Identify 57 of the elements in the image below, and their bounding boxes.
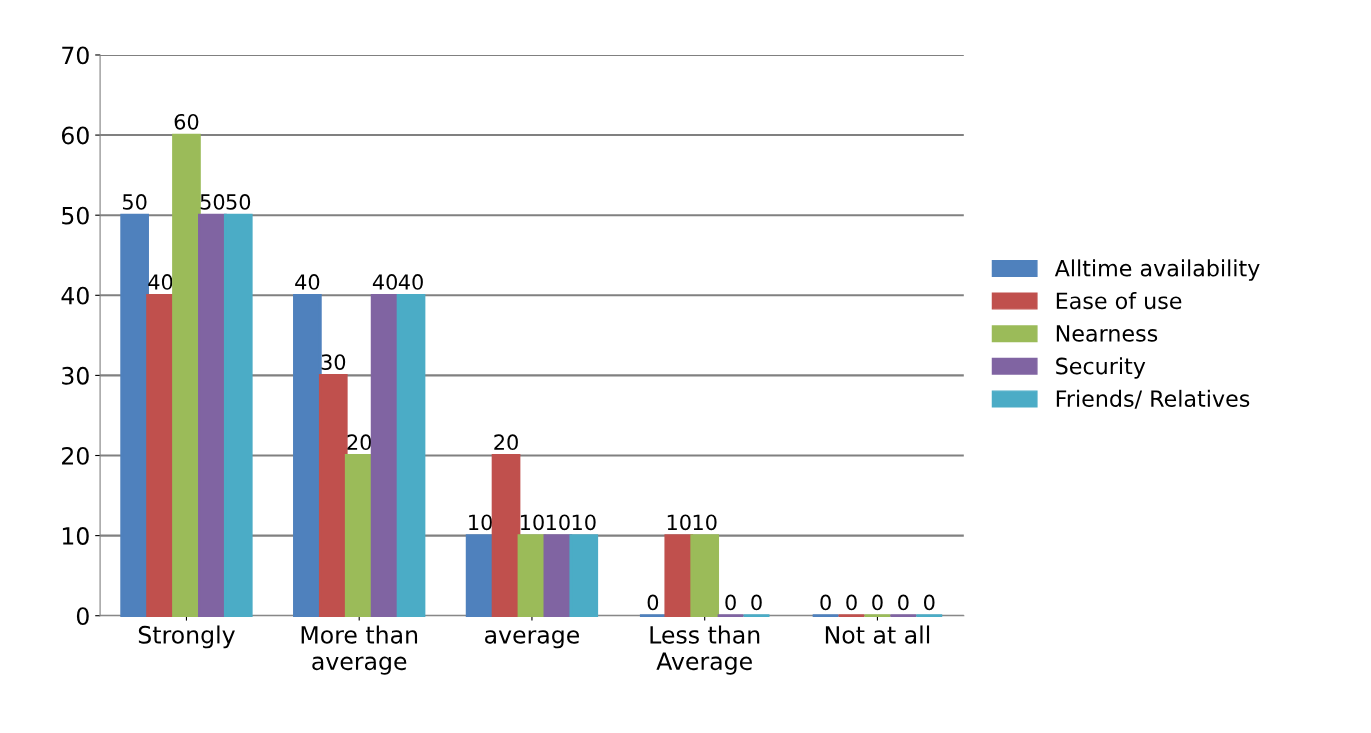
bar: [690, 534, 720, 618]
data-label: 30: [321, 354, 346, 370]
x-tick-label: Less than Average: [650, 625, 760, 675]
data-label: 0: [751, 594, 762, 611]
x-tick-label: Strongly: [138, 625, 235, 649]
y-tick-label: 20: [62, 446, 89, 465]
data-label: 0: [647, 594, 659, 611]
data-label: 0: [872, 594, 883, 611]
legend-label: Security: [1056, 357, 1146, 379]
data-label: 10: [667, 514, 691, 531]
y-tick-label: 0: [76, 607, 89, 626]
legend-label: Friends/ Relatives: [1056, 389, 1250, 409]
data-label: 10: [546, 514, 570, 531]
data-label: 40: [295, 274, 320, 290]
x-tick-label: Not at all: [825, 625, 930, 644]
data-label: 10: [572, 514, 596, 531]
data-label: 10: [693, 514, 717, 531]
y-tick-label: 30: [62, 366, 89, 385]
data-label: 0: [924, 594, 935, 611]
bar: [172, 133, 201, 618]
y-tick-label: 40: [61, 286, 89, 305]
bar: [344, 454, 374, 618]
data-label: 40: [398, 274, 423, 290]
data-label: 40: [372, 274, 397, 290]
data-label: 0: [725, 594, 736, 611]
data-label: 50: [122, 194, 147, 210]
bar: [318, 374, 348, 618]
data-label: 60: [174, 113, 199, 130]
bar: [370, 293, 400, 618]
bar: [223, 213, 253, 618]
data-label: 10: [469, 514, 492, 531]
y-tick-label: 10: [62, 527, 89, 545]
x-tick-label: More than average: [301, 625, 418, 675]
data-label: 0: [846, 594, 857, 611]
y-tick-label: 70: [62, 46, 89, 65]
y-tick-label: 60: [61, 126, 89, 145]
bar: [396, 293, 426, 618]
data-label: 20: [494, 434, 518, 451]
data-label: 50: [200, 194, 225, 210]
data-label: 0: [820, 594, 831, 611]
bar: [293, 293, 322, 618]
bar: [198, 213, 227, 618]
x-tick-label: average: [485, 630, 580, 649]
legend-label: Ease of use: [1056, 291, 1182, 310]
bar: [146, 293, 175, 618]
bar: [517, 534, 547, 618]
y-tick-label: 50: [62, 206, 89, 225]
legend-label: Alltime availability: [1054, 259, 1260, 281]
data-label: 20: [347, 434, 372, 451]
bar: [465, 534, 495, 618]
data-label: 0: [898, 594, 909, 611]
data-label: 50: [226, 194, 251, 210]
data-label: 10: [520, 514, 544, 531]
bar: [120, 213, 149, 618]
legend-label: Nearness: [1056, 325, 1158, 342]
bar: [491, 454, 521, 618]
bar: [569, 534, 599, 618]
